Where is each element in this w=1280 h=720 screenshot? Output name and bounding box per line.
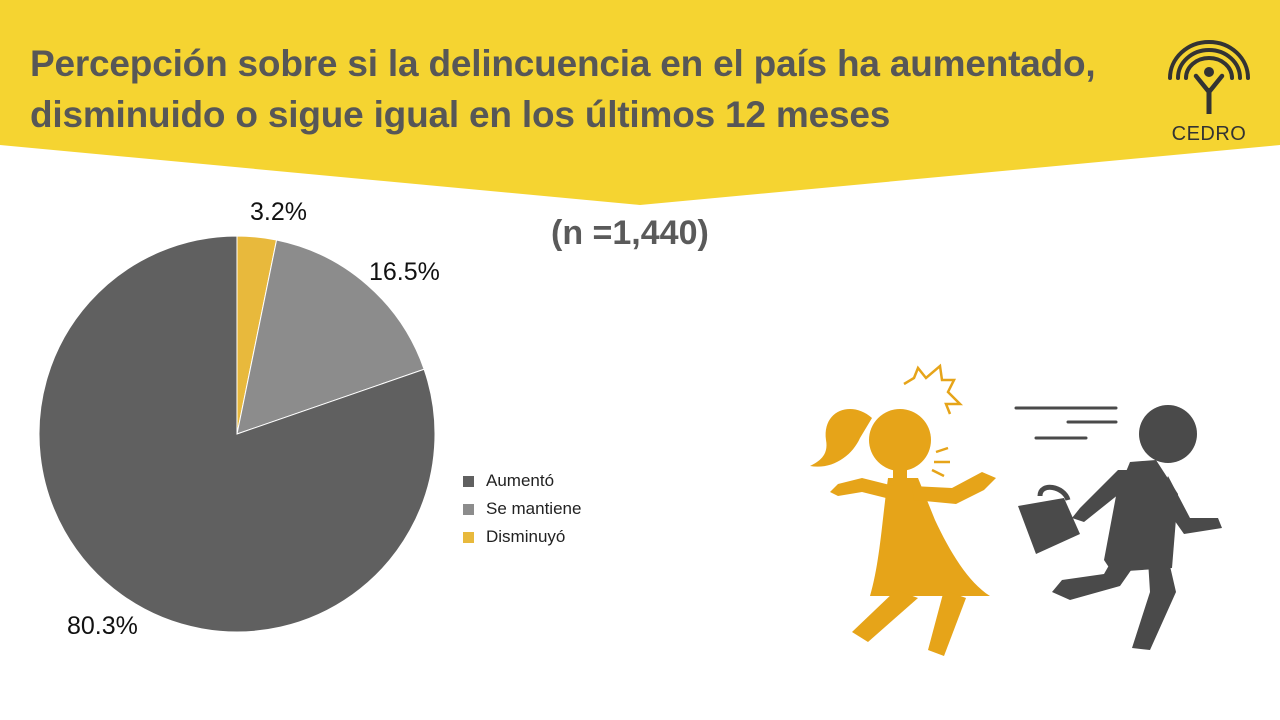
legend-label-se-mantiene: Se mantiene (486, 499, 582, 518)
pie-slice-se-mantiene (236, 239, 425, 435)
title-line-2: disminuido o sigue igual en los últimos … (30, 94, 891, 135)
impact-burst-icon (903, 363, 964, 478)
pie-slices (38, 235, 436, 633)
pie-label-se-mantiene: 16.5% (369, 258, 440, 286)
cedro-logo: CEDRO (1162, 36, 1256, 145)
stolen-purse-icon (1018, 484, 1080, 554)
legend-item-se-mantiene: Se mantiene (463, 495, 581, 523)
legend-item-disminuyo: Disminuyó (463, 523, 581, 551)
theft-illustration (810, 363, 1222, 656)
girl-icon (810, 409, 996, 656)
legend-swatch-aumento (463, 475, 474, 487)
pie-chart (38, 235, 436, 633)
cedro-logo-icon (1168, 40, 1250, 114)
legend-label-disminuyo: Disminuyó (486, 527, 566, 546)
legend-swatch-se-mantiene (463, 503, 474, 515)
page-title: Percepción sobre si la delincuencia en e… (30, 38, 1140, 140)
pie-label-aumento: 80.3% (67, 612, 138, 640)
pie-label-disminuyo: 3.2% (250, 198, 307, 226)
title-line-1: Percepción sobre si la delincuencia en e… (30, 43, 1096, 84)
pie-slice-aumento (38, 235, 436, 633)
speed-lines-icon (1014, 406, 1118, 440)
sample-size-label: (n =1,440) (551, 214, 709, 252)
legend-item-aumento: Aumentó (463, 467, 581, 495)
header-banner (0, 0, 1280, 205)
logo-text: CEDRO (1171, 123, 1247, 145)
legend-swatch-disminuyo (463, 531, 474, 543)
chart-legend: Aumentó Se mantiene Disminuyó (463, 467, 581, 551)
legend-label-aumento: Aumentó (486, 471, 555, 490)
thief-running-icon (1052, 405, 1222, 650)
